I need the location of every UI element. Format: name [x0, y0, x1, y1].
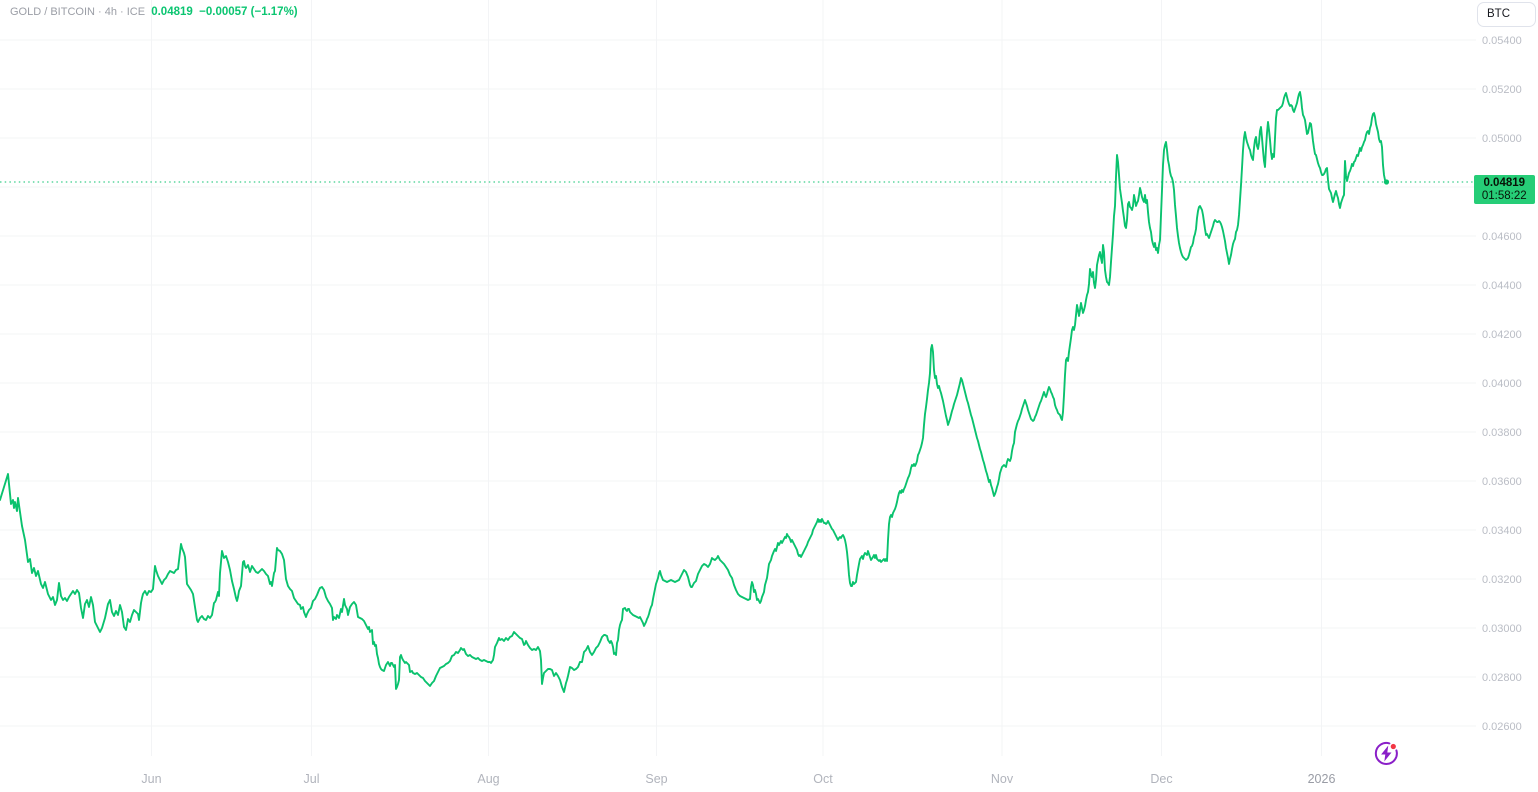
svg-text:0.05400: 0.05400 [1482, 35, 1522, 47]
svg-text:0.03800: 0.03800 [1482, 427, 1522, 439]
svg-text:Aug: Aug [477, 772, 499, 786]
svg-text:0.03600: 0.03600 [1482, 476, 1522, 488]
svg-text:0.03400: 0.03400 [1482, 525, 1522, 537]
svg-text:0.04000: 0.04000 [1482, 378, 1522, 390]
svg-text:Jun: Jun [141, 772, 161, 786]
svg-text:Sep: Sep [645, 772, 667, 786]
svg-text:Dec: Dec [1150, 772, 1172, 786]
svg-text:0.03000: 0.03000 [1482, 623, 1522, 635]
svg-text:0.02800: 0.02800 [1482, 672, 1522, 684]
svg-text:0.04400: 0.04400 [1482, 280, 1522, 292]
svg-text:0.05200: 0.05200 [1482, 84, 1522, 96]
svg-text:Jul: Jul [304, 772, 320, 786]
svg-text:0.04600: 0.04600 [1482, 231, 1522, 243]
svg-text:0.05000: 0.05000 [1482, 133, 1522, 145]
svg-text:0.03200: 0.03200 [1482, 574, 1522, 586]
svg-text:Nov: Nov [991, 772, 1014, 786]
svg-text:0.02600: 0.02600 [1482, 721, 1522, 733]
svg-text:Oct: Oct [813, 772, 833, 786]
svg-text:0.04200: 0.04200 [1482, 329, 1522, 341]
svg-text:2026: 2026 [1308, 772, 1336, 786]
